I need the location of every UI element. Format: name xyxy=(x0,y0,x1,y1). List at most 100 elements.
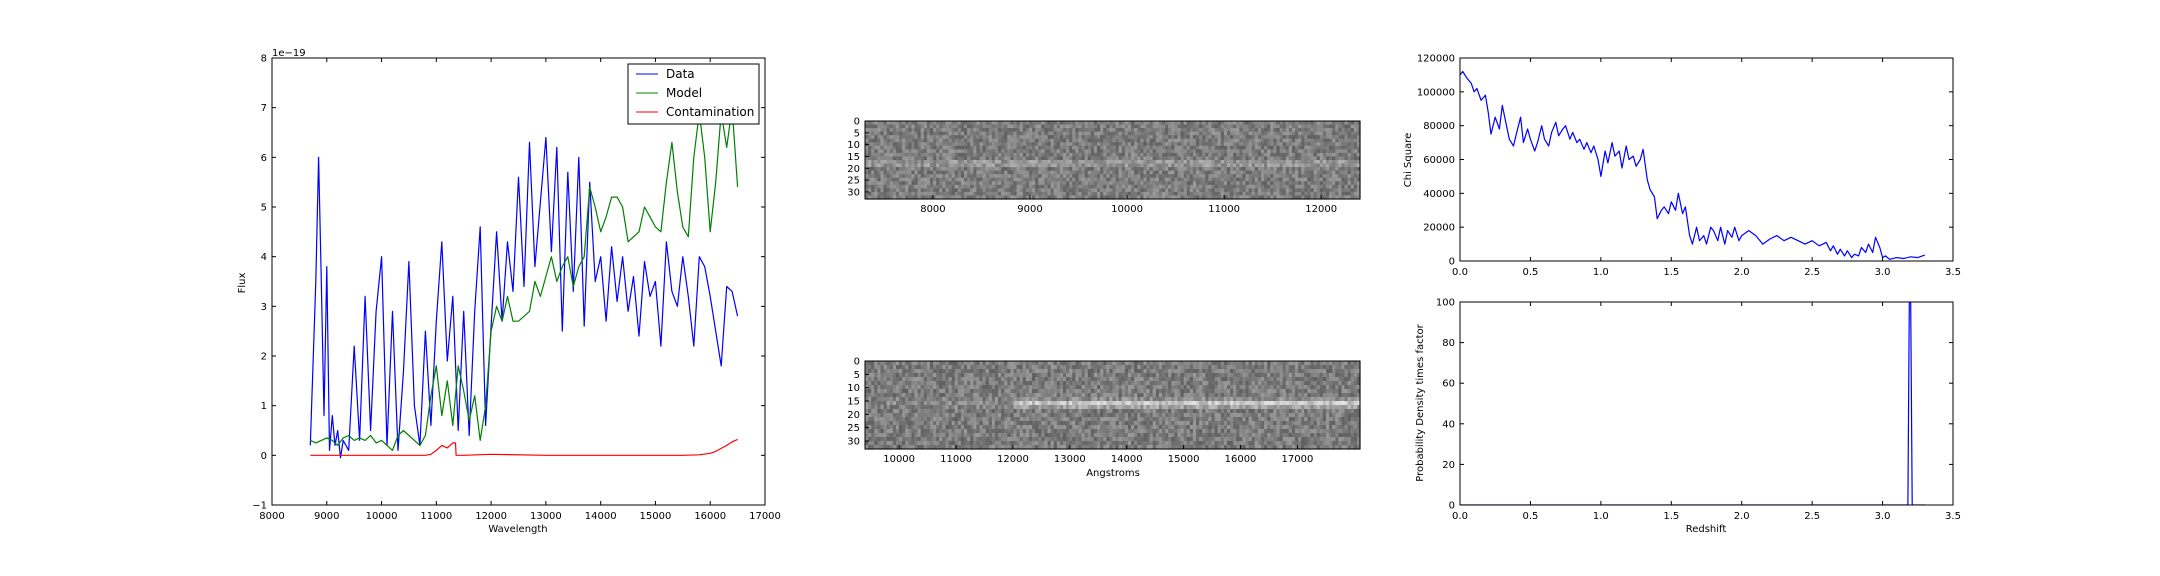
spectrum-2d-top-pixel xyxy=(929,142,934,147)
spectrum-2d-top-pixel xyxy=(917,124,922,129)
spectrum-2d-top-pixel xyxy=(892,152,897,158)
spectrum-2d-top-pixel xyxy=(1298,135,1302,140)
spectrum-2d-top-pixel xyxy=(880,149,885,154)
spectrum-2d-top-pixel xyxy=(1025,191,1030,197)
spectrum-2d-top-pixel xyxy=(988,152,993,158)
spectrum-2d-top-pixel xyxy=(1251,177,1256,182)
spectrum-2d-top-pixel xyxy=(1162,135,1166,140)
spectrum-2d-top-pixel xyxy=(1121,174,1126,179)
spectrum-2d-top-pixel xyxy=(1298,188,1302,193)
spectrum-2d-top-pixel xyxy=(1288,174,1293,179)
spectrum-2d-top-pixel xyxy=(1124,145,1129,150)
spectrum-2d-top-xtick-label: 12000 xyxy=(1305,204,1337,215)
spectrum-2d-top-pixel xyxy=(1196,142,1200,147)
spectrum-2d-top-pixel xyxy=(1056,181,1061,186)
spectrum-2d-bottom-pixel xyxy=(889,393,894,398)
spectrum-2d-bottom-pixel xyxy=(1162,385,1166,390)
spectrum-2d-top-pixel xyxy=(1162,191,1166,197)
spectrum-2d-top-pixel xyxy=(1319,177,1324,182)
spectrum-2d-top-pixel xyxy=(905,191,909,197)
spectrum-2d-top-pixel xyxy=(1004,160,1008,165)
spectrum-2d-bottom-pixel xyxy=(1041,393,1046,398)
spectrum-2d-top-pixel xyxy=(1084,135,1089,140)
spectrum-2d-top-pixel xyxy=(865,145,869,150)
spectrum-2d-top-pixel xyxy=(973,195,977,200)
spectrum-2d-top-pixel xyxy=(895,177,900,182)
spectrum-2d-top-pixel xyxy=(936,145,940,150)
spectrum-2d-top-pixel xyxy=(1251,195,1256,200)
spectrum-2d-top-pixel xyxy=(1115,128,1120,133)
spectrum-2d-top-pixel xyxy=(1338,184,1343,189)
spectrum-2d-bottom-pixel xyxy=(1186,373,1191,378)
spectrum-2d-bottom-pixel xyxy=(1013,369,1018,374)
spectrum-2d-top-pixel xyxy=(1081,135,1086,140)
spectrum-2d-top-pixel xyxy=(1047,167,1052,172)
spectrum-2d-top-pixel xyxy=(942,195,947,200)
spectrum-2d-top-pixel xyxy=(988,177,993,182)
spectrum-2d-top-pixel xyxy=(1035,177,1039,182)
spectrum-2d-top-pixel xyxy=(1168,138,1172,143)
spectrum-2d-top-pixel xyxy=(1035,135,1039,140)
spectrum-2d-top-pixel xyxy=(1028,152,1033,158)
spectrum-2d-top-pixel xyxy=(1189,145,1194,150)
spectrum-2d-bottom-pixel xyxy=(1143,373,1148,378)
spectrum-2d-top-pixel xyxy=(1165,128,1169,133)
spectrum-2d-top-pixel xyxy=(911,188,916,193)
spectrum-2d-bottom-pixel xyxy=(1189,381,1194,386)
spectrum-2d-bottom-pixel xyxy=(1109,361,1114,366)
spectrum-2d-bottom-pixel xyxy=(942,385,947,390)
spectrum-2d-top-pixel xyxy=(1322,174,1327,179)
spectrum-2d-top-pixel xyxy=(1115,167,1120,172)
spectrum-2d-top-pixel xyxy=(908,167,912,172)
spectrum-2d-bottom-pixel xyxy=(1115,361,1120,366)
spectrum-2d-top-pixel xyxy=(951,188,956,193)
spectrum-2d-top-pixel xyxy=(1353,174,1358,179)
spectrum-2d-top-pixel xyxy=(1056,177,1061,182)
spectrum-2d-bottom-pixel xyxy=(1063,365,1067,370)
spectrum-2d-bottom-pixel xyxy=(1356,369,1361,374)
spectrum-2d-top-pixel xyxy=(889,181,894,186)
spectrum-2d-top-pixel xyxy=(1063,167,1067,172)
spectrum-2d-top-pixel xyxy=(1223,156,1228,161)
spectrum-2d-top-pixel xyxy=(1183,191,1188,197)
spectrum-2d-top-pixel xyxy=(1307,177,1312,182)
spectrum-2d-top-pixel xyxy=(1044,160,1049,165)
spectrum-2d-top-pixel xyxy=(1211,170,1216,175)
spectrum-2d-top-pixel xyxy=(871,128,875,133)
spectrum-2d-top-pixel xyxy=(1199,184,1203,189)
spectrum-2d-top-pixel xyxy=(1004,195,1008,200)
spectrum-2d-bottom-pixel xyxy=(1270,381,1274,386)
spectrum-2d-top-pixel xyxy=(1338,160,1343,165)
spectrum-2d-bottom-pixel xyxy=(1251,361,1256,366)
spectrum-2d-top-pixel xyxy=(1285,160,1290,165)
spectrum-2d-top-pixel xyxy=(1350,149,1355,154)
spectrum-2d-top-pixel xyxy=(1087,174,1092,179)
spectrum-2d-top-pixel xyxy=(1347,181,1352,186)
spectrum-2d-bottom-pixel xyxy=(1158,381,1163,386)
spectrum-2d-top-pixel xyxy=(1242,121,1247,126)
spectrum-2d-top-pixel xyxy=(1304,128,1308,133)
spectrum-2d-top-pixel xyxy=(923,170,928,175)
spectrum-2d-bottom-pixel xyxy=(1127,381,1132,386)
spectrum-2d-bottom-pixel xyxy=(1205,377,1209,382)
spectrum-2d-top-pixel xyxy=(1267,167,1271,172)
spectrum-2d-bottom-pixel xyxy=(883,373,888,378)
spectrum-2d-bottom-pixel xyxy=(1143,369,1148,374)
spectrum-2d-top-pixel xyxy=(1149,188,1154,193)
spectrum-2d-top-pixel xyxy=(1264,156,1268,161)
spectrum-2d-top-pixel xyxy=(1279,135,1284,140)
spectrum-2d-bottom-pixel xyxy=(1025,385,1030,390)
spectrum-2d-bottom-pixel xyxy=(970,365,974,370)
spectrum-2d-top-pixel xyxy=(988,195,993,200)
spectrum-2d-top-pixel xyxy=(967,149,971,154)
spectrum-2d-top-pixel xyxy=(1143,138,1148,143)
spectrum-2d-top-pixel xyxy=(917,152,922,158)
spectrum-2d-top-pixel xyxy=(1177,177,1182,182)
spectrum-2d-bottom-pixel xyxy=(1264,373,1268,378)
spectrum-2d-bottom-pixel xyxy=(1050,381,1055,386)
spectrum-2d-top-pixel xyxy=(902,191,906,197)
spectrum-2d-top-pixel xyxy=(1143,128,1148,133)
spectrum-2d-bottom-pixel xyxy=(1087,385,1092,390)
spectrum-2d-top-pixel xyxy=(1081,181,1086,186)
spectrum-2d-bottom-pixel xyxy=(1319,385,1324,390)
